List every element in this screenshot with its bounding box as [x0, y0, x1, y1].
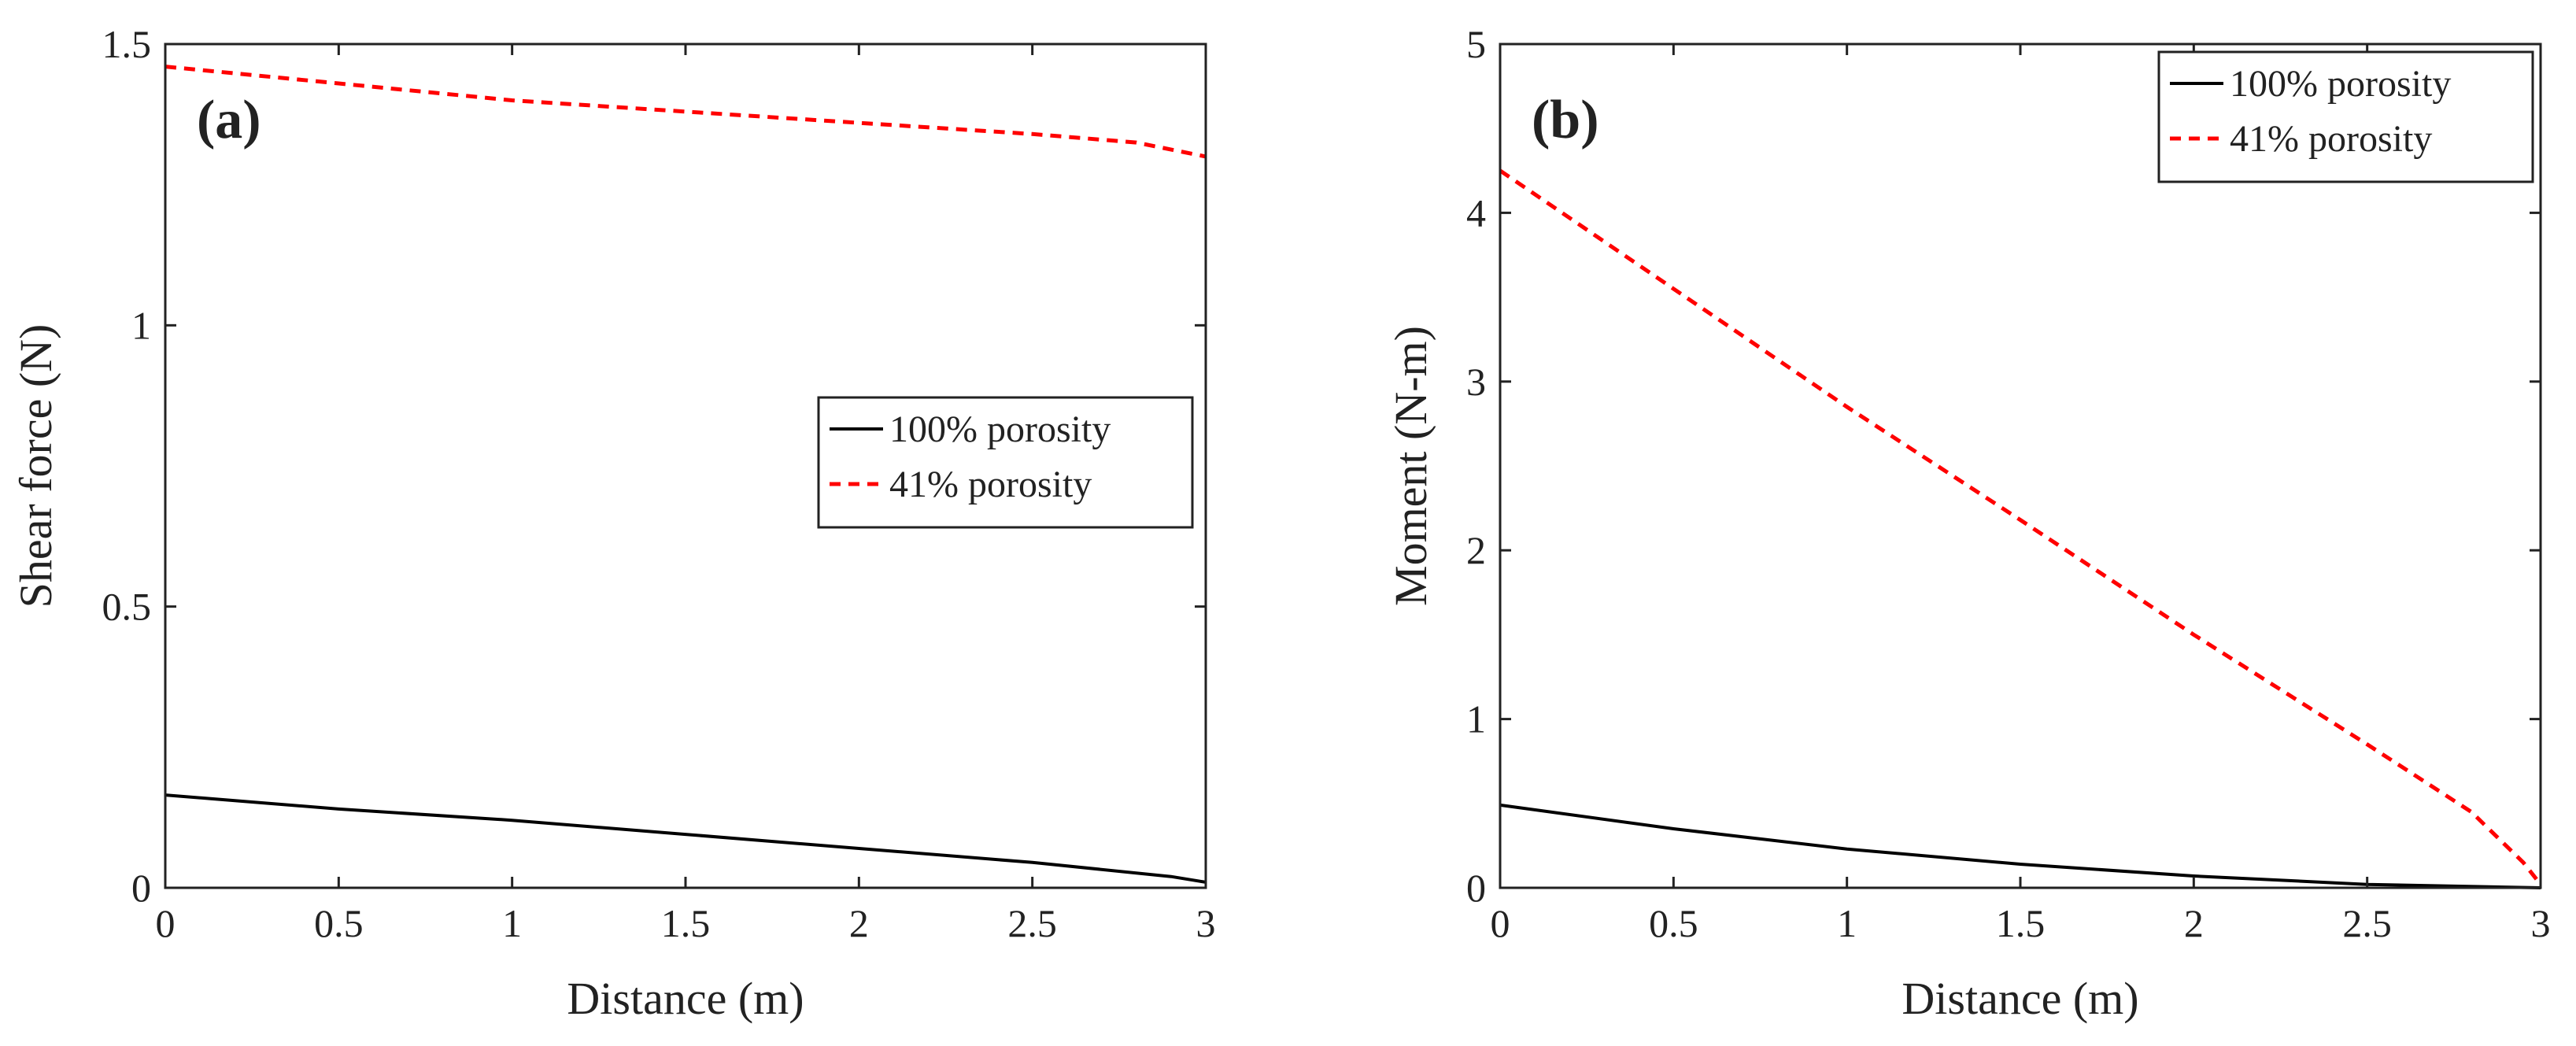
x-axis-label: Distance (m) [567, 973, 804, 1024]
x-tick-label: 3 [1196, 901, 1216, 945]
y-tick-label: 5 [1466, 22, 1486, 66]
x-tick-label: 0.5 [314, 901, 364, 945]
x-tick-label: 1.5 [1996, 901, 2046, 945]
x-tick-label: 1 [1837, 901, 1857, 945]
x-axis-label: Distance (m) [1902, 973, 2138, 1024]
x-tick-label: 0.5 [1649, 901, 1698, 945]
x-tick-label: 0 [1491, 901, 1510, 945]
series-line-100-porosity [164, 793, 1207, 884]
x-tick-label: 2.5 [1007, 901, 1057, 945]
series-line-100-porosity [1499, 803, 2541, 889]
legend-label: 100% porosity [889, 408, 1111, 450]
y-tick-label: 1.5 [102, 22, 152, 66]
y-axis-label: Moment (N-m) [1385, 326, 1436, 606]
legend: 100% porosity 41% porosity [817, 396, 1194, 529]
y-tick-label: 3 [1466, 360, 1486, 404]
y-tick-label: 1 [1466, 697, 1486, 741]
x-tick-label: 2 [2184, 901, 2204, 945]
panel-label: (a) [197, 90, 261, 150]
panel-label: (b) [1532, 90, 1599, 150]
legend: 100% porosity 41% porosity [2157, 50, 2534, 183]
legend-label: 41% porosity [2230, 118, 2432, 160]
y-tick-label: 0 [131, 866, 151, 910]
x-tick-label: 1 [502, 901, 522, 945]
chart-a: 0 0.5 1 1.5 2 2.5 3 0 0.5 1 1.5 Distance (m) Shear f… [10, 22, 1216, 1024]
legend-box [2157, 50, 2534, 183]
y-tick-label: 1 [131, 303, 151, 347]
x-tick-label: 0 [156, 901, 176, 945]
chart-b: 0 0.5 1 1.5 2 2.5 3 0 1 2 3 4 5 Distance (m) Moment (N… [1385, 22, 2551, 1024]
y-tick-label: 0 [1466, 866, 1486, 910]
x-tick-label: 1.5 [661, 901, 711, 945]
legend-label: 41% porosity [889, 464, 1092, 505]
x-tick-label: 2 [849, 901, 869, 945]
x-tick-label: 2.5 [2342, 901, 2392, 945]
series-line-41-porosity [1499, 168, 2542, 886]
series-line-41-porosity [164, 65, 1207, 159]
y-axis-label: Shear force (N) [10, 324, 61, 608]
y-tick-label: 0.5 [102, 585, 152, 629]
legend-label: 100% porosity [2230, 63, 2451, 105]
y-tick-label: 2 [1466, 528, 1486, 572]
x-tick-label: 3 [2531, 901, 2551, 945]
legend-box [817, 396, 1194, 529]
y-tick-label: 4 [1466, 190, 1486, 235]
